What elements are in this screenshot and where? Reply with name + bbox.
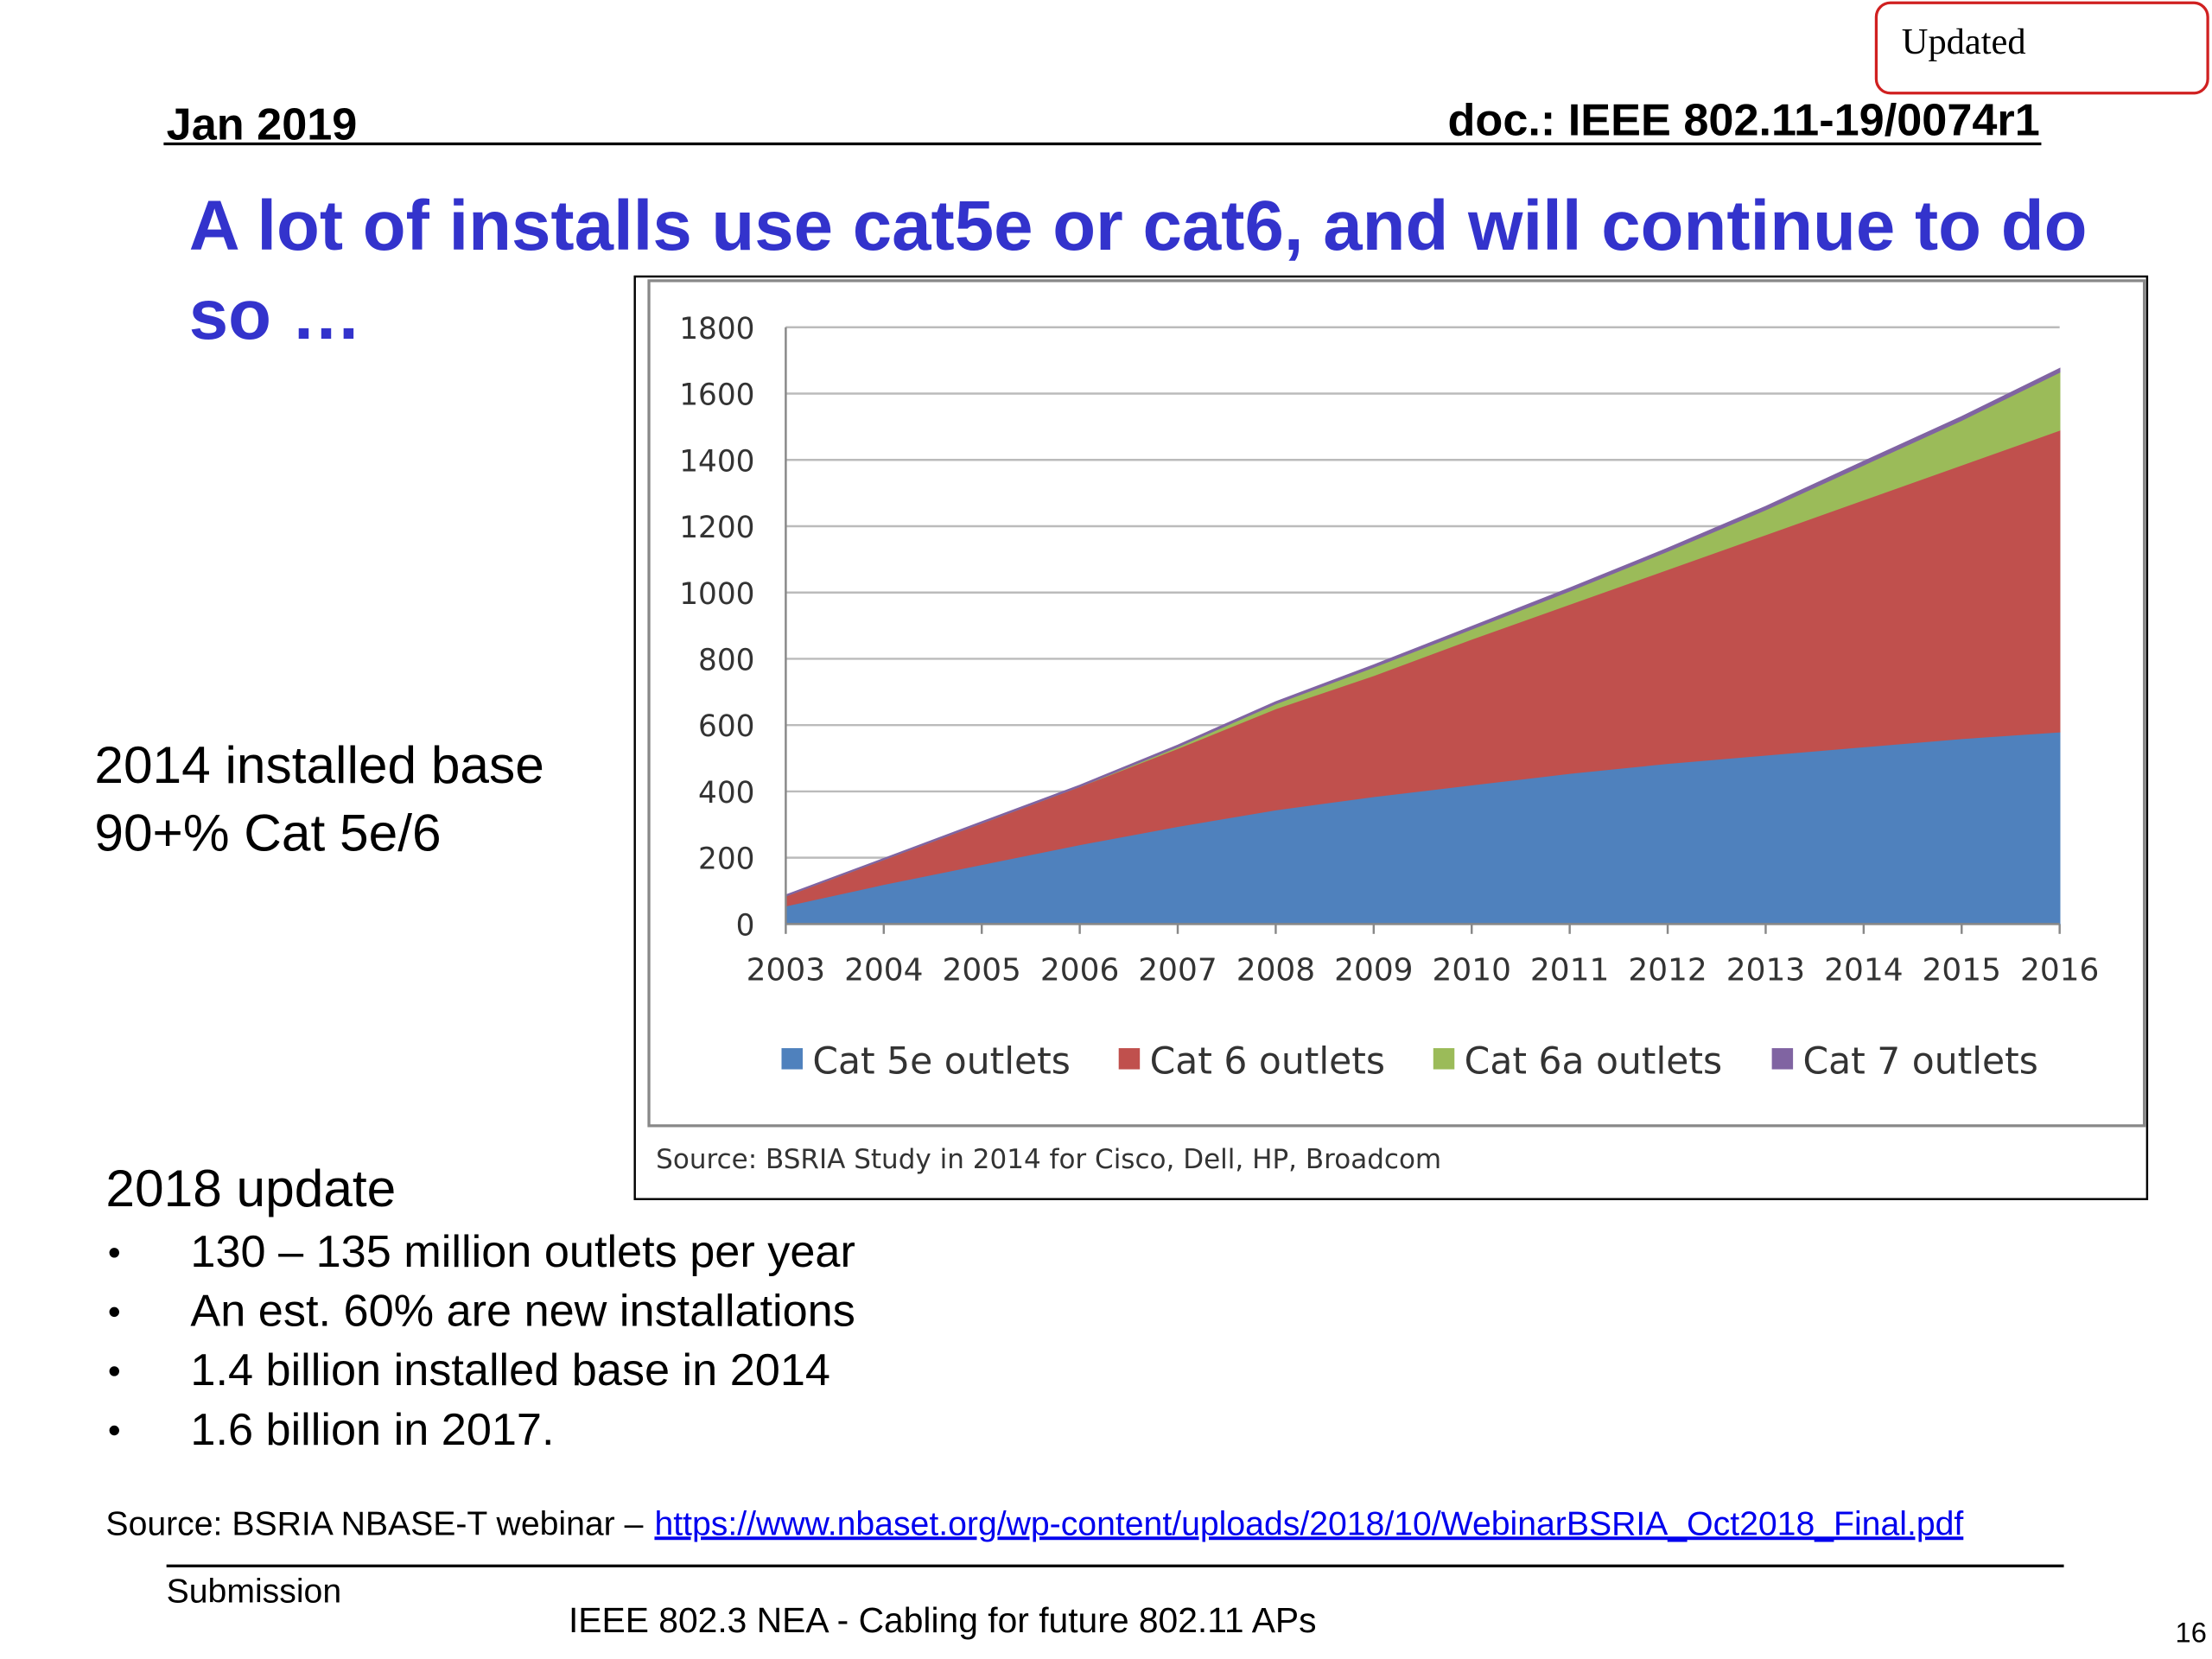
x-tick-label: 2011 <box>1530 953 1609 988</box>
bullet-text: 130 – 135 million outlets per year <box>190 1227 855 1277</box>
source-text: Source: BSRIA NBASE-T webinar – <box>105 1505 643 1542</box>
y-tick-label: 1800 <box>679 312 754 346</box>
bullet-dot <box>109 1366 119 1376</box>
updated-badge <box>1874 1 2209 95</box>
x-tick-label: 2006 <box>1040 953 1119 988</box>
y-tick-label: 1200 <box>679 511 754 545</box>
title: A lot of installs use cat5e or cat6, and… <box>189 187 2088 265</box>
badge-text: Updated <box>1902 22 2026 62</box>
bullet-dot <box>109 1248 119 1258</box>
footer-left: Submission <box>167 1573 341 1611</box>
bullet-text: An est. 60% are new installations <box>190 1287 855 1337</box>
update-heading: 2018 update <box>105 1159 396 1217</box>
source-line: Source: BSRIA NBASE-T webinar – https://w… <box>105 1505 1963 1542</box>
source-link[interactable]: https://www.nbaset.org/wp-content/upload… <box>654 1505 1963 1542</box>
x-tick-label: 2008 <box>1236 953 1315 988</box>
y-tick-label: 200 <box>698 842 754 877</box>
legend-swatch <box>781 1048 803 1070</box>
bullet-dot <box>109 1425 119 1436</box>
x-tick-label: 2016 <box>2020 953 2099 988</box>
bullet-list: 130 – 135 million outlets per year An est… <box>109 1227 855 1455</box>
legend-label: Cat 6a outlets <box>1465 1040 1722 1083</box>
x-tick-label: 2007 <box>1138 953 1217 988</box>
x-tick-label: 2014 <box>1824 953 1903 988</box>
x-tick-label: 2004 <box>844 953 923 988</box>
page-number: 16 <box>2176 1616 2207 1648</box>
title: so … <box>189 276 362 354</box>
y-tick-label: 800 <box>698 644 754 678</box>
y-tick-label: 600 <box>698 709 754 744</box>
legend-swatch <box>1433 1048 1455 1070</box>
bullet-text: 1.4 billion installed base in 2014 <box>190 1345 830 1395</box>
x-tick-label: 2010 <box>1433 953 1511 988</box>
x-tick-label: 2009 <box>1334 953 1413 988</box>
legend-swatch <box>1771 1048 1794 1070</box>
chart-caption: Source: BSRIA Study in 2014 for Cisco, D… <box>656 1144 1441 1175</box>
y-tick-label: 1400 <box>679 444 754 479</box>
x-tick-label: 2012 <box>1628 953 1707 988</box>
x-tick-label: 2005 <box>943 953 1021 988</box>
y-tick-label: 1000 <box>679 577 754 612</box>
area <box>785 367 2061 897</box>
x-tick-label: 2015 <box>1923 953 2001 988</box>
legend-swatch <box>1118 1048 1141 1070</box>
legend-label: Cat 6 outlets <box>1150 1040 1385 1083</box>
y-tick-label: 400 <box>698 776 754 810</box>
doc-id: doc.: IEEE 802.11-19/0074r1 <box>1448 96 2040 146</box>
y-tick-label: 0 <box>736 908 755 943</box>
side-note: 90+% Cat 5e/6 <box>94 803 441 861</box>
footer-center: IEEE 802.3 NEA - Cabling for future 802.… <box>569 1600 1317 1640</box>
legend-label: Cat 7 outlets <box>1803 1040 2038 1083</box>
y-tick-label: 1600 <box>679 378 754 413</box>
x-tick-label: 2013 <box>1726 953 1805 988</box>
legend-label: Cat 5e outlets <box>812 1040 1071 1083</box>
side-note: 2014 installed base <box>94 735 543 794</box>
bullet-text: 1.6 billion in 2017. <box>190 1405 554 1455</box>
chart: 0 200 400 600 800 1000 1200 1400 1600 1800 2003 200… <box>679 312 2099 1084</box>
bullet-dot <box>109 1306 119 1318</box>
x-tick-label: 2003 <box>747 953 825 988</box>
date: Jan 2019 <box>167 100 358 150</box>
